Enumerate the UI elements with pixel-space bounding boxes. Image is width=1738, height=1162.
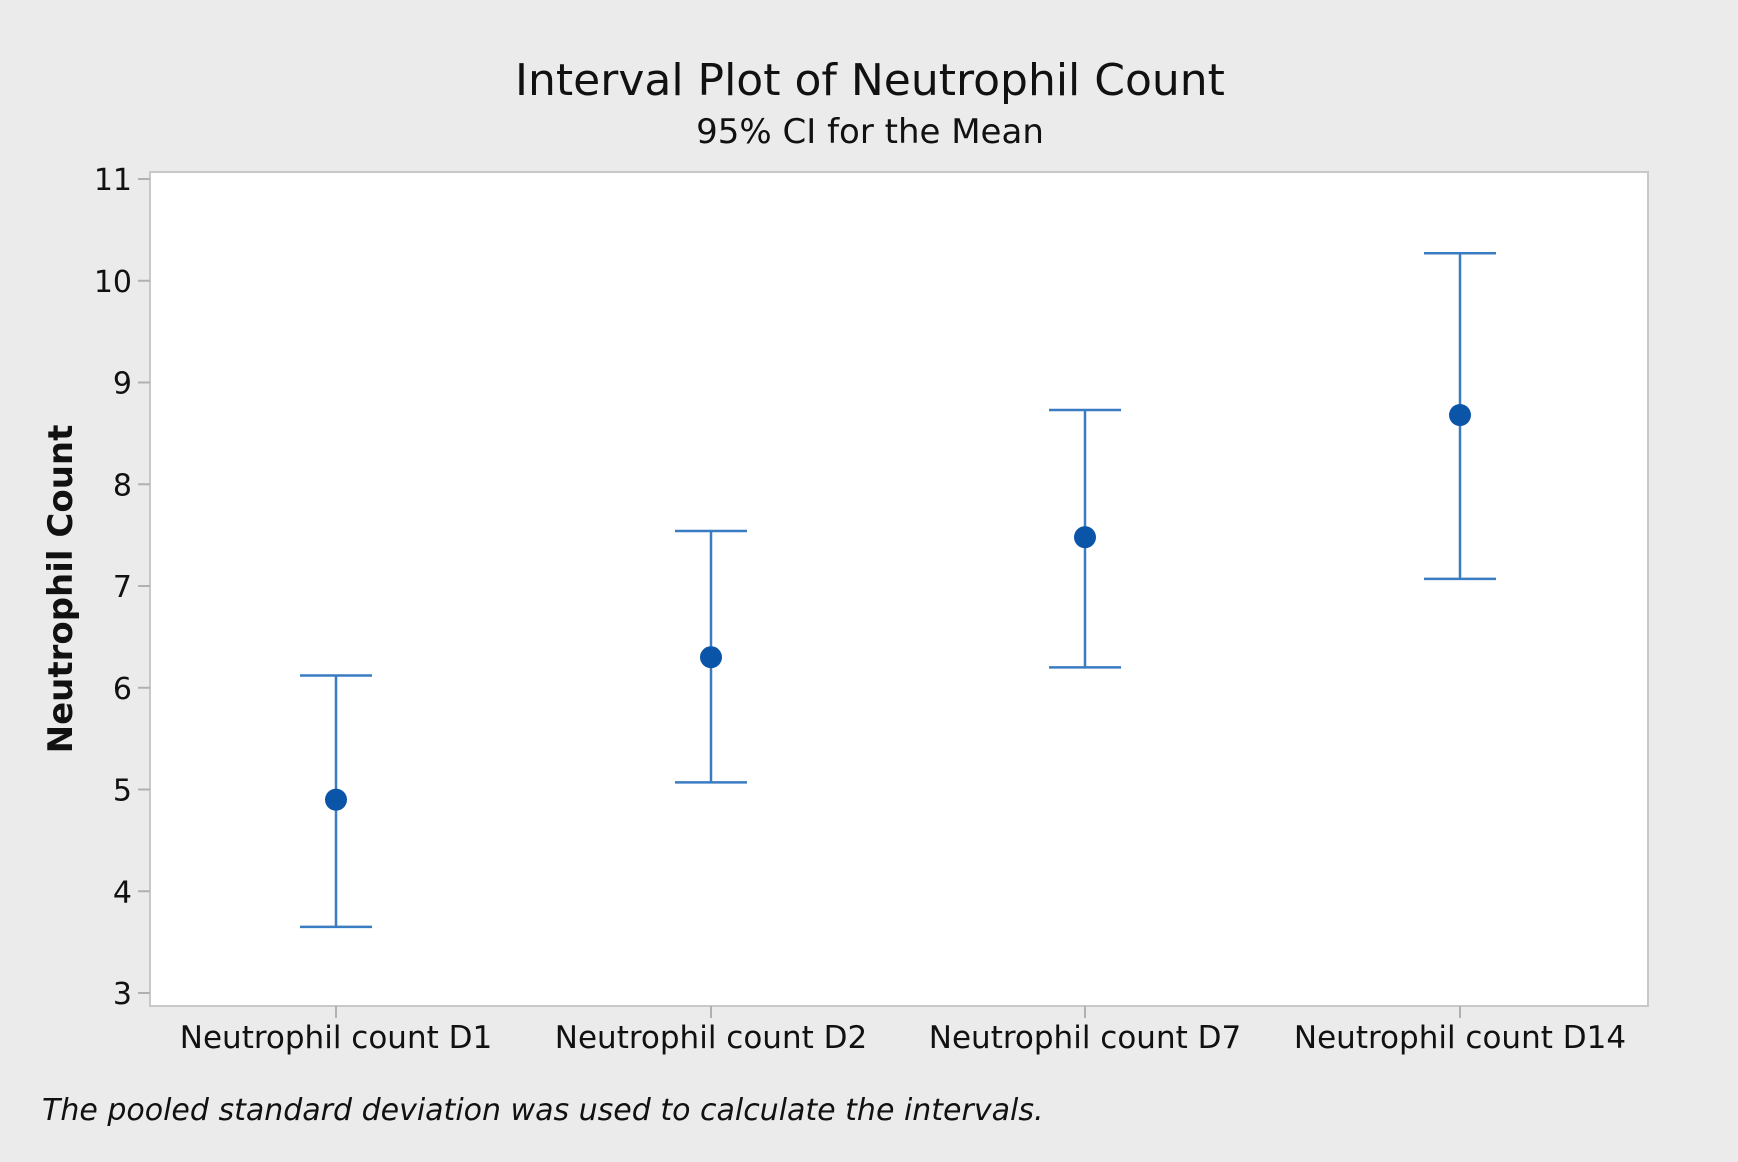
x-tick-label: Neutrophil count D7 [929, 1020, 1241, 1056]
mean-point [1074, 526, 1096, 549]
mean-point [1449, 404, 1471, 427]
interval-group [300, 674, 372, 929]
interval-marks [300, 252, 1496, 929]
chart-subtitle: 95% CI for the Mean [696, 112, 1044, 152]
mean-point [325, 788, 347, 811]
interval-group [675, 529, 747, 784]
x-tick-label: Neutrophil count D1 [180, 1020, 492, 1056]
y-axis: 3 4 5 6 7 8 9 10 11 [94, 163, 150, 1012]
y-axis-label: Neutrophil Count [41, 425, 81, 754]
footnote: The pooled standard deviation was used t… [42, 1093, 1044, 1128]
y-tick-label: 7 [113, 570, 132, 605]
y-tick-label: 4 [113, 875, 132, 910]
x-axis: Neutrophil count D1 Neutrophil count D2 Ne… [180, 1006, 1626, 1056]
y-tick-label: 10 [94, 265, 132, 300]
plot-area [149, 171, 1649, 1007]
chart-title: Interval Plot of Neutrophil Count [515, 55, 1225, 106]
interval-group [1424, 252, 1496, 581]
interval-group [1049, 408, 1121, 669]
y-tick-label: 11 [94, 163, 132, 198]
x-tick-label: Neutrophil count D2 [555, 1020, 867, 1056]
y-tick-label: 9 [113, 367, 132, 402]
x-tick-label: Neutrophil count D14 [1294, 1020, 1626, 1056]
y-tick-label: 3 [113, 977, 132, 1012]
y-tick-label: 8 [113, 468, 132, 503]
y-tick-label: 5 [113, 774, 132, 809]
mean-point [700, 646, 722, 669]
y-tick-label: 6 [113, 672, 132, 707]
